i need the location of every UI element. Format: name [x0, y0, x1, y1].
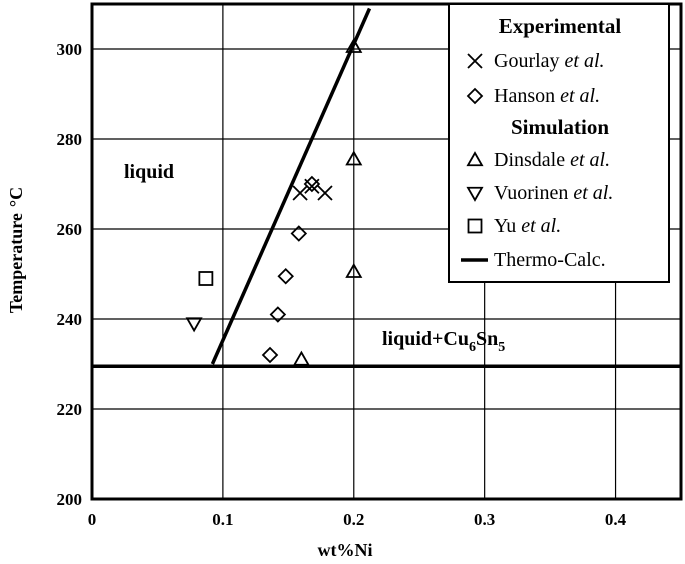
- legend-etal: et al.: [560, 85, 600, 107]
- legend: Experimental Gourlay et al. Hanson et al…: [448, 3, 670, 283]
- x-marker-icon: [467, 53, 483, 69]
- plot-frame: [90, 2, 683, 501]
- legend-box: [448, 3, 670, 283]
- data-point-diamond: [261, 346, 279, 364]
- legend-item-gourlay: Gourlay et al.: [467, 50, 605, 72]
- legend-etal: et al.: [573, 182, 613, 204]
- legend-item-dinsdale: Dinsdale et al.: [466, 149, 610, 171]
- x-tick-label: 0.4: [605, 510, 627, 529]
- legend-label-gourlay: Gourlay: [494, 50, 560, 72]
- data-point-square: [198, 271, 214, 286]
- data-point-triangle-up: [345, 262, 363, 278]
- region-label-liquid-cu6sn5: liquid+Cu6Sn5: [382, 328, 505, 355]
- triangle-up-marker-icon: [466, 151, 484, 167]
- svg-text:Dinsdale et al.: Dinsdale et al.: [494, 149, 610, 171]
- y-tick-label: 300: [57, 40, 83, 59]
- data-point-diamond: [290, 225, 308, 242]
- y-axis-label-group: Temperature°C: [6, 187, 26, 313]
- x-tick-label: 0.2: [343, 510, 364, 529]
- legend-item-thermo-calc: Thermo-Calc.: [461, 249, 606, 271]
- triangle-up-marker-icon: [466, 151, 484, 167]
- y-axis-label: Temperature°C: [6, 187, 26, 313]
- region-label-main: liquid+Cu: [382, 328, 469, 350]
- data-point-triangle-up: [345, 37, 363, 53]
- data-point-diamond: [269, 306, 287, 323]
- legend-label-vuorinen: Vuorinen: [494, 182, 568, 204]
- legend-heading-simulation: Simulation: [511, 115, 609, 139]
- legend-etal: et al.: [521, 215, 561, 237]
- y-tick-label: 260: [57, 220, 83, 239]
- svg-text:Yu et al.: Yu et al.: [494, 215, 561, 237]
- svg-text:Gourlay et al.: Gourlay et al.: [494, 50, 605, 72]
- legend-item-vuorinen: Vuorinen et al.: [466, 182, 613, 204]
- triangle-down-marker-icon: [466, 186, 484, 202]
- data-point-triangle-up: [345, 150, 363, 166]
- y-tick-label: 240: [57, 310, 83, 329]
- data-point-diamond: [303, 175, 321, 193]
- legend-etal: et al.: [565, 50, 605, 72]
- region-label-liquid: liquid: [124, 161, 174, 183]
- diamond-marker-icon: [466, 87, 484, 105]
- legend-label-yu: Yu: [494, 215, 516, 237]
- data-point-triangle-up: [292, 350, 310, 366]
- legend-item-yu: Yu et al.: [467, 215, 561, 237]
- data-point-x: [317, 185, 333, 201]
- y-tick-label: 280: [57, 130, 83, 149]
- legend-label-hanson: Hanson: [494, 85, 555, 107]
- data-point-triangle-down: [185, 317, 203, 333]
- x-marker-icon: [467, 53, 483, 69]
- region-label-sub1: 6: [469, 340, 476, 355]
- tick-labels: 0 0.1 0.2 0.3 0.4 200 220 240 260 280 300: [57, 40, 627, 529]
- data-markers: [185, 37, 363, 366]
- region-label-sub2: 5: [498, 340, 505, 355]
- svg-text:Vuorinen et al.: Vuorinen et al.: [494, 182, 613, 204]
- y-axis-unit: °C: [6, 187, 26, 207]
- legend-label-thermo-calc: Thermo-Calc.: [494, 249, 606, 271]
- x-axis-label: wt%Ni: [318, 540, 373, 560]
- triangle-down-marker-icon: [466, 186, 484, 202]
- legend-label-dinsdale: Dinsdale: [494, 149, 565, 171]
- legend-item-hanson: Hanson et al.: [466, 85, 600, 107]
- x-tick-label: 0.3: [474, 510, 495, 529]
- region-label-mid: Sn: [476, 328, 498, 350]
- thermo-calc-line: [210, 7, 372, 365]
- square-marker-icon: [467, 218, 483, 234]
- square-marker-icon: [467, 218, 483, 234]
- x-tick-label: 0.1: [212, 510, 233, 529]
- svg-text:Hanson et al.: Hanson et al.: [494, 85, 600, 107]
- thermo-calc-lines: [92, 7, 681, 368]
- y-tick-label: 200: [57, 490, 83, 509]
- data-point-diamond: [277, 267, 294, 285]
- legend-heading-experimental: Experimental: [499, 14, 622, 38]
- diamond-marker-icon: [466, 87, 484, 105]
- legend-etal: et al.: [570, 149, 610, 171]
- data-point-x: [292, 185, 308, 201]
- y-tick-label: 220: [57, 400, 83, 419]
- x-tick-label: 0: [88, 510, 97, 529]
